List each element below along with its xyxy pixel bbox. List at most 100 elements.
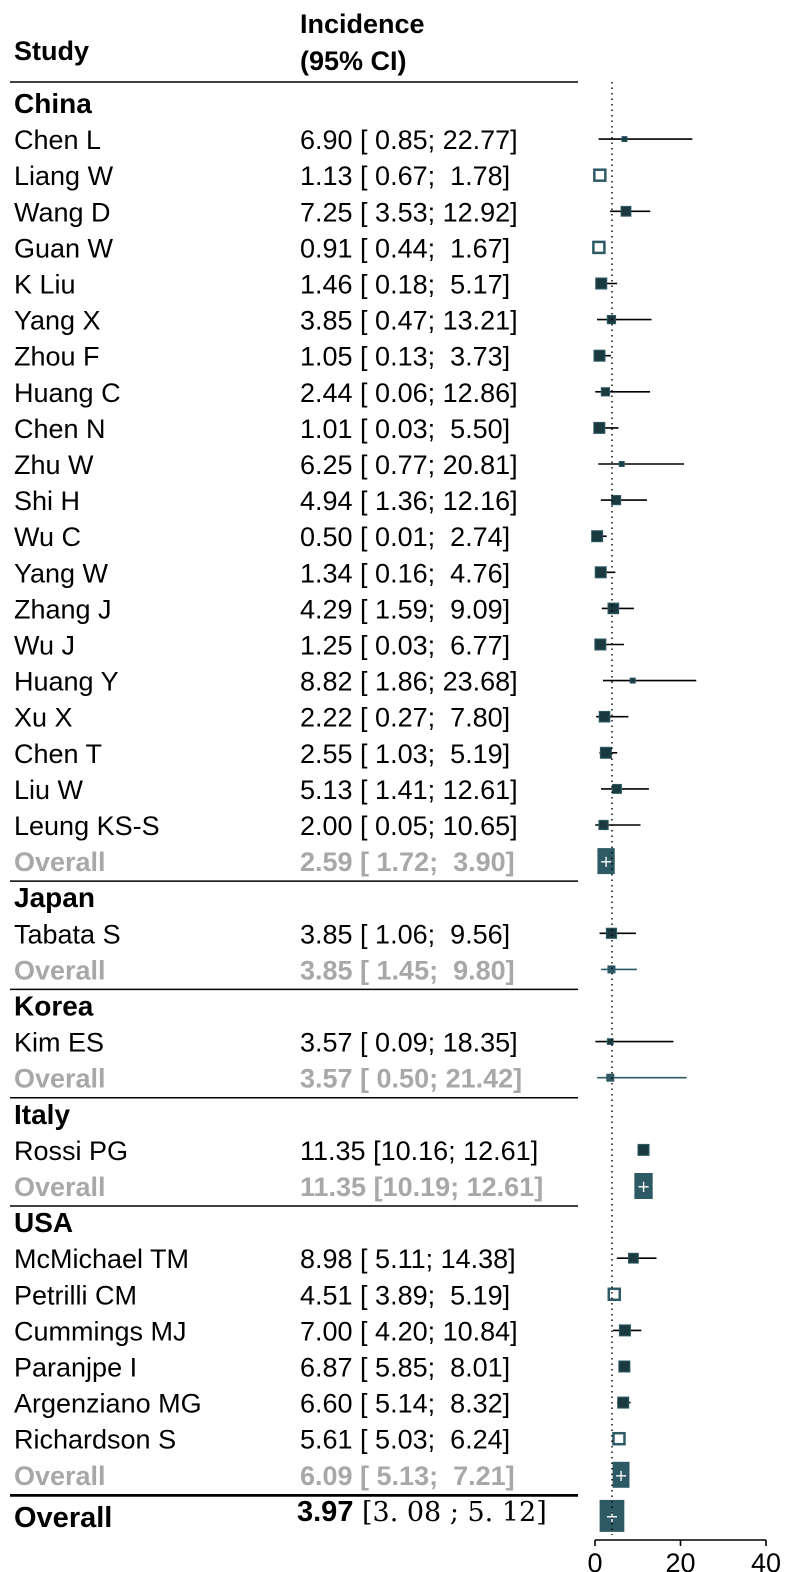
study-point-marker (605, 927, 618, 939)
subgroup-summary-box (607, 965, 616, 974)
study-name-label: Kim ES (14, 1028, 104, 1058)
subgroup-overall-label: Overall (14, 1461, 106, 1491)
subgroup-overall-estimate: 11.35 [10.19; 12.61] (300, 1172, 543, 1202)
study-estimate-label: 6.87 [ 5.85; 8.01] (300, 1353, 510, 1383)
study-name-label: Huang C (14, 378, 121, 408)
study-estimate-label: 1.13 [ 0.67; 1.78] (300, 161, 510, 191)
study-name-label: Paranjpe I (14, 1353, 137, 1383)
subgroup-overall-estimate: 6.09 [ 5.13; 7.21] (300, 1461, 515, 1491)
study-point-marker (592, 240, 606, 255)
study-estimate-label: 5.13 [ 1.41; 12.61] (300, 775, 518, 805)
study-name-label: Petrilli CM (14, 1280, 137, 1310)
x-axis: 0 20 40 (587, 1539, 781, 1572)
study-name-label: Chen N (14, 414, 106, 444)
subgroup-summary-cross: + (614, 1466, 627, 1485)
subgroup-summary-box (612, 1461, 630, 1488)
study-name-label: Yang W (14, 558, 109, 588)
study-point-marker (607, 1287, 622, 1302)
study-point-marker (598, 819, 609, 831)
study-name-label: Richardson S (14, 1425, 176, 1455)
study-point-marker (618, 1360, 631, 1373)
x-axis-tick-label: 20 (665, 1548, 695, 1572)
total-summary-cross: + (605, 1507, 618, 1526)
study-estimate-label: 1.01 [ 0.03; 5.50] (300, 414, 510, 444)
study-point-marker (612, 1431, 626, 1446)
estimate-column-header-line1: Incidence (300, 9, 425, 39)
study-estimate-label: 2.55 [ 1.03; 5.19] (300, 739, 510, 769)
study-estimate-label: 6.90 [ 0.85; 22.77] (300, 125, 518, 155)
study-name-label: Liang W (14, 161, 114, 191)
study-name-label: Wu C (14, 522, 81, 552)
forest-rows: China Chen L 6.90 [ 0.85; 22.77] Liang W 1.1… (10, 82, 697, 1535)
subgroup-overall-label: Overall (14, 1064, 106, 1094)
study-name-label: Rossi PG (14, 1136, 128, 1166)
study-estimate-label: 0.50 [ 0.01; 2.74] (300, 522, 510, 552)
study-estimate-label: 2.44 [ 0.06; 12.86] (300, 378, 518, 408)
group-heading: Korea (14, 991, 94, 1022)
total-summary-box (599, 1499, 625, 1532)
study-estimate-label: 4.29 [ 1.59; 9.09] (300, 594, 510, 624)
study-name-label: Leung KS-S (14, 811, 160, 841)
study-point-marker (594, 638, 607, 651)
study-name-label: Zhu W (14, 450, 94, 480)
study-point-marker (637, 1143, 650, 1156)
study-name-label: Tabata S (14, 919, 121, 949)
study-estimate-label: 2.00 [ 0.05; 10.65] (300, 811, 518, 841)
total-ci-text: [3. 08 ; 5. 12] (362, 1497, 547, 1528)
subgroup-overall-label: Overall (14, 847, 106, 877)
study-point-marker (618, 461, 625, 467)
subgroup-summary-box (597, 848, 615, 875)
subgroup-summary-cross: + (599, 852, 612, 871)
subgroup-overall-estimate: 2.59 [ 1.72; 3.90] (300, 847, 515, 877)
study-estimate-label: 2.22 [ 0.27; 7.80] (300, 703, 510, 733)
study-estimate-label: 8.82 [ 1.86; 23.68] (300, 667, 518, 697)
subgroup-summary-cross: + (637, 1177, 650, 1196)
study-point-marker (607, 602, 620, 615)
study-name-label: Xu X (14, 703, 73, 733)
group-heading: Japan (14, 882, 95, 913)
study-point-marker (591, 530, 604, 543)
x-axis-tick-label: 40 (751, 1548, 781, 1572)
study-point-marker (600, 387, 611, 397)
study-estimate-label: 5.61 [ 5.03; 6.24] (300, 1425, 510, 1455)
subgroup-overall-label: Overall (14, 1172, 106, 1202)
study-point-marker (606, 1038, 614, 1045)
total-estimate-value: 3.97 (297, 1496, 353, 1528)
study-name-label: Chen T (14, 739, 102, 769)
study-point-marker (593, 349, 606, 362)
study-name-label: Chen L (14, 125, 101, 155)
study-name-label: Zhou F (14, 342, 100, 372)
study-name-label: Liu W (14, 775, 84, 805)
study-name-label: K Liu (14, 270, 76, 300)
study-estimate-label: 7.00 [ 4.20; 10.84] (300, 1316, 518, 1346)
subgroup-overall-estimate: 3.85 [ 1.45; 9.80] (300, 955, 515, 985)
study-estimate-label: 3.57 [ 0.09; 18.35] (300, 1028, 518, 1058)
study-point-marker (611, 783, 622, 794)
group-heading: Italy (14, 1099, 70, 1130)
study-estimate-label: 6.25 [ 0.77; 20.81] (300, 450, 518, 480)
subgroup-summary-box (606, 1073, 615, 1082)
study-name-label: Guan W (14, 233, 114, 263)
study-estimate-label: 4.51 [ 3.89; 5.19] (300, 1280, 510, 1310)
study-point-marker (595, 277, 608, 290)
study-estimate-label: 4.94 [ 1.36; 12.16] (300, 486, 518, 516)
x-axis-tick-label: 0 (587, 1548, 602, 1572)
study-estimate-label: 0.91 [ 0.44; 1.67] (300, 233, 510, 263)
subgroup-overall-estimate: 3.57 [ 0.50; 21.42] (300, 1064, 522, 1094)
group-heading: China (14, 88, 92, 119)
study-name-label: Zhang J (14, 594, 112, 624)
study-point-marker (593, 168, 607, 182)
group-heading: USA (14, 1207, 73, 1238)
total-overall-label: Overall (14, 1502, 112, 1534)
study-point-marker (618, 1324, 631, 1337)
study-name-label: Cummings MJ (14, 1316, 187, 1346)
study-name-label: Yang X (14, 306, 101, 336)
study-estimate-label: 3.85 [ 1.06; 9.56] (300, 919, 510, 949)
subgroup-overall-label: Overall (14, 955, 106, 985)
study-column-header: Study (14, 36, 89, 66)
study-point-marker (629, 677, 636, 684)
study-name-label: Wu J (14, 631, 75, 661)
study-name-label: Wang D (14, 197, 111, 227)
